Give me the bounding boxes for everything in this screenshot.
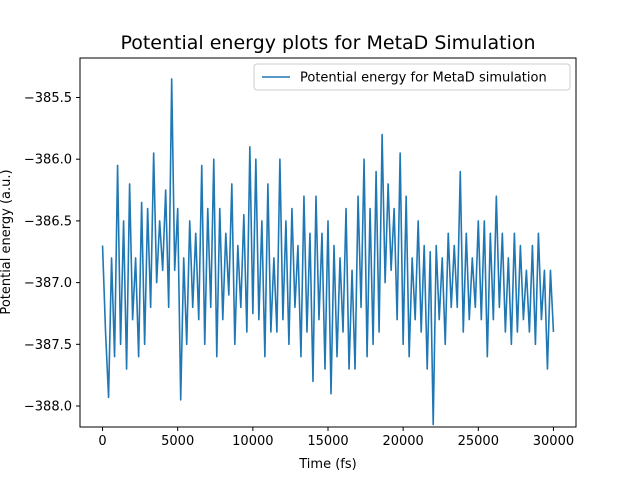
x-tick-label: 5000 (161, 434, 194, 449)
y-axis: −385.5 −386.0 −386.5 −387.0 −387.5 −388.0 (24, 91, 80, 415)
x-axis-label: Time (fs) (298, 457, 356, 472)
y-tick-label: −386.0 (24, 153, 72, 168)
legend-box (253, 63, 571, 91)
x-tick-label: 0 (98, 434, 106, 449)
series-line (101, 78, 555, 426)
x-axis: 0 5000 10000 15000 20000 25000 30000 (98, 427, 574, 449)
y-tick-label: −385.5 (24, 91, 72, 106)
y-tick-label: −387.5 (24, 338, 72, 353)
chart-title: Potential energy plots for MetaD Simulat… (120, 32, 535, 54)
x-tick-label: 10000 (232, 434, 273, 449)
x-tick-label: 30000 (533, 434, 574, 449)
y-tick-label: −386.5 (24, 214, 72, 229)
y-axis-label: Potential energy (a.u.) (0, 169, 14, 314)
y-tick-label: −388.0 (24, 400, 72, 415)
x-tick-label: 25000 (458, 434, 499, 449)
x-tick-label: 20000 (382, 434, 423, 449)
legend: Potential energy for MetaD simulation (253, 63, 571, 91)
plot-area (101, 78, 555, 426)
legend-label: Potential energy for MetaD simulation (300, 71, 547, 86)
y-tick-label: −387.0 (24, 276, 72, 291)
x-tick-label: 15000 (307, 434, 348, 449)
